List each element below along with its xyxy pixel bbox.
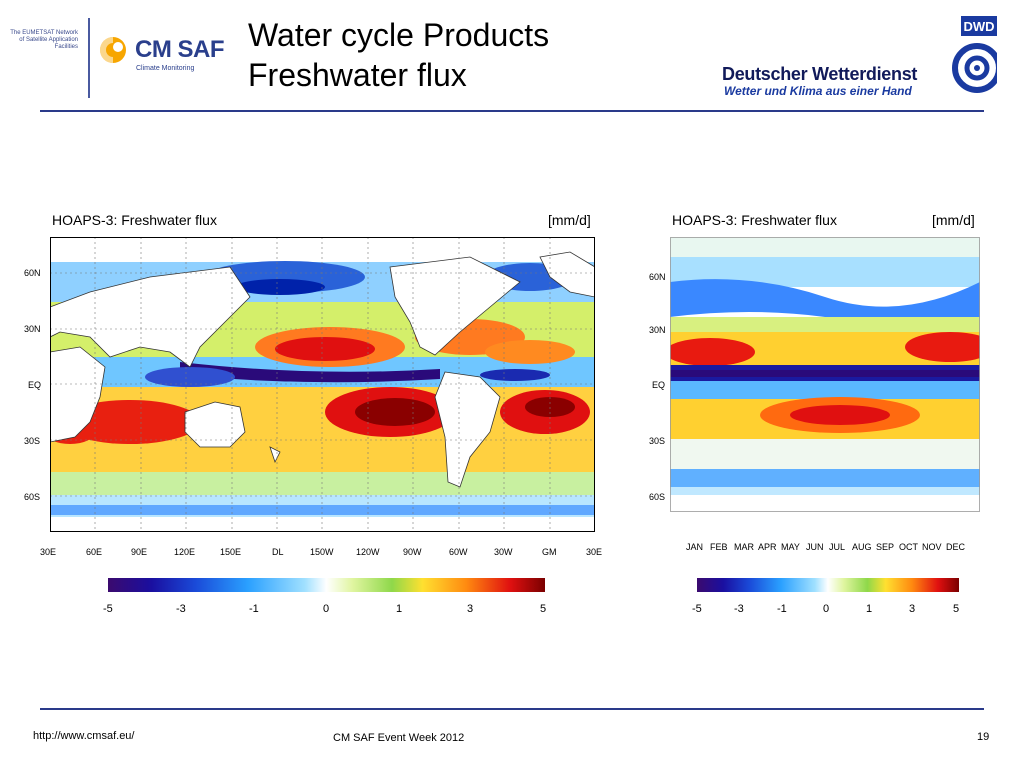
x-tick: 90E xyxy=(131,547,148,557)
colorbar-tick: 3 xyxy=(467,603,474,615)
x-tick: 30E xyxy=(586,547,603,557)
hovmoller-title: HOAPS-3: Freshwater flux xyxy=(672,212,837,228)
logo-divider xyxy=(88,18,90,98)
x-tick: OCT xyxy=(899,542,918,552)
colorbar-tick: -5 xyxy=(692,603,702,615)
x-tick: MAR xyxy=(734,542,754,552)
x-tick: DEC xyxy=(946,542,966,552)
colorbar-tick: 5 xyxy=(953,603,960,615)
colorbar xyxy=(697,578,959,592)
colorbar xyxy=(108,578,545,592)
eumetsat-saf-text: The EUMETSAT Network of Satellite Applic… xyxy=(10,30,78,50)
colorbar-tick: -1 xyxy=(777,603,787,615)
footer-url[interactable]: http://www.cmsaf.eu/ xyxy=(33,730,135,742)
colorbar-tick: -3 xyxy=(734,603,744,615)
colorbar-tick: 3 xyxy=(909,603,916,615)
x-tick: 150W xyxy=(310,547,334,557)
colorbar-tick: 0 xyxy=(323,603,330,615)
x-tick: NOV xyxy=(922,542,942,552)
footer-event: CM SAF Event Week 2012 xyxy=(333,732,465,744)
x-tick: MAY xyxy=(781,542,800,552)
cmsaf-logo-icon xyxy=(100,37,126,63)
x-tick: JUN xyxy=(806,542,824,552)
zonal-mean-seasonal-plot xyxy=(670,237,980,512)
y-tick: 30N xyxy=(649,325,666,335)
y-tick: EQ xyxy=(652,380,666,390)
page-number: 19 xyxy=(977,731,990,743)
y-tick: 30N xyxy=(24,324,41,334)
y-tick: 60S xyxy=(24,492,41,502)
x-tick: 60W xyxy=(449,547,468,557)
dwd-logo-icon: DWD xyxy=(952,16,997,93)
map-unit: [mm/d] xyxy=(548,212,591,228)
dwd-name: Deutscher Wetterdienst xyxy=(722,64,918,84)
x-tick: JUL xyxy=(829,542,846,552)
colorbar-tick: 1 xyxy=(866,603,873,615)
y-tick: 30S xyxy=(24,436,41,446)
x-tick: JAN xyxy=(686,542,704,552)
colorbar-tick: -1 xyxy=(249,603,259,615)
x-tick: 150E xyxy=(220,547,242,557)
x-tick: GM xyxy=(542,547,557,557)
y-tick: 60N xyxy=(24,268,41,278)
y-tick: 60S xyxy=(649,492,666,502)
x-tick: AUG xyxy=(852,542,872,552)
dwd-badge-text: DWD xyxy=(963,19,994,34)
x-tick: 120E xyxy=(174,547,196,557)
hovmoller-unit: [mm/d] xyxy=(932,212,975,228)
colorbar-tick: -3 xyxy=(176,603,186,615)
x-tick: 60E xyxy=(86,547,103,557)
cmsaf-name: CM SAF xyxy=(135,36,225,63)
map-title: HOAPS-3: Freshwater flux xyxy=(52,212,217,228)
x-tick: DL xyxy=(272,547,284,557)
x-tick: 30W xyxy=(494,547,513,557)
header-rule xyxy=(40,110,984,112)
y-tick: 30S xyxy=(649,436,666,446)
footer-rule xyxy=(40,708,984,710)
x-tick: SEP xyxy=(876,542,895,552)
colorbar-tick: -5 xyxy=(103,603,113,615)
dwd-slogan: Wetter und Klima aus einer Hand xyxy=(724,84,912,98)
x-tick: FEB xyxy=(710,542,728,552)
x-tick: APR xyxy=(758,542,777,552)
y-tick: 60N xyxy=(649,272,666,282)
cmsaf-subtitle: Climate Monitoring xyxy=(136,65,195,72)
slide-title-line2: Freshwater flux xyxy=(248,57,467,93)
x-tick: 120W xyxy=(356,547,380,557)
colorbar-tick: 5 xyxy=(540,603,547,615)
global-freshwater-flux-map xyxy=(50,237,595,532)
colorbar-tick: 1 xyxy=(396,603,403,615)
x-tick: 30E xyxy=(40,547,57,557)
y-tick: EQ xyxy=(28,380,42,390)
x-tick: 90W xyxy=(403,547,422,557)
colorbar-tick: 0 xyxy=(823,603,830,615)
slide-title-line1: Water cycle Products xyxy=(248,17,550,53)
